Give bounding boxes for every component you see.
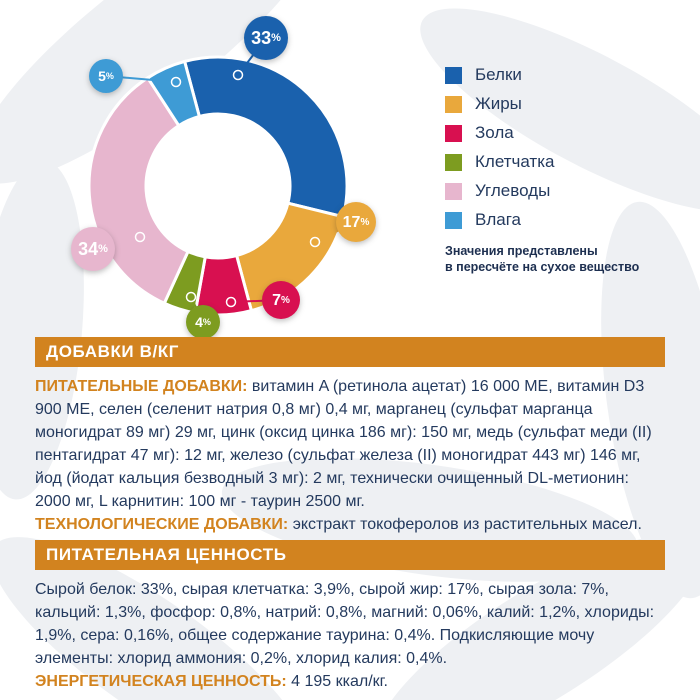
legend-swatch — [445, 66, 462, 84]
nutritional-additives-lead: ПИТАТЕЛЬНЫЕ ДОБАВКИ: — [35, 378, 248, 395]
bg-petal — [0, 0, 328, 184]
nutrition-header: ПИТАТЕЛЬНАЯ ЦЕННОСТЬ — [35, 540, 665, 570]
legend-label: Влага — [475, 210, 521, 229]
technological-additives-lead: ТЕХНОЛОГИЧЕСКИЕ ДОБАВКИ: — [35, 516, 289, 533]
callout-label: 5% — [98, 68, 114, 84]
dry-matter-note: Значения представлены в пересчёте на сух… — [445, 243, 675, 275]
callout-bubble — [89, 59, 123, 93]
callout-bubble — [262, 281, 300, 319]
bg-petal — [0, 160, 84, 500]
energy-paragraph: ЭНЕРГЕТИЧЕСКАЯ ЦЕННОСТЬ: 4 195 ккал/кг. — [35, 670, 665, 693]
callout-label: 33% — [251, 28, 281, 48]
legend-item: Влага — [445, 210, 675, 229]
legend-item: Углеводы — [445, 181, 675, 200]
donut-chart-svg: 33% 17% 7% 4% 34% 5% — [71, 16, 376, 339]
technological-additives-text: экстракт токоферолов из растительных мас… — [288, 516, 642, 533]
additives-header: ДОБАВКИ В/КГ — [35, 337, 665, 367]
callout-dot — [134, 231, 146, 243]
legend-list: Белки Жиры Зола Клетчатка Углеводы Влага — [445, 65, 675, 229]
legend-swatch — [445, 124, 462, 142]
callout-bubble — [336, 202, 376, 242]
bg-petal — [0, 537, 309, 700]
legend-item: Зола — [445, 123, 675, 142]
bg-petal — [376, 534, 700, 700]
callout-dot — [232, 69, 244, 81]
legend-item: Жиры — [445, 94, 675, 113]
legend-label: Углеводы — [475, 181, 551, 200]
dry-matter-note-line1: Значения представлены — [445, 244, 598, 258]
callout-dot — [225, 296, 237, 308]
callout-dot — [170, 76, 182, 88]
analysis-paragraph: Сырой белок: 33%, сырая клетчатка: 3,9%,… — [35, 581, 655, 667]
callout-label: 17% — [343, 214, 370, 231]
legend-label: Жиры — [475, 94, 522, 113]
technological-additives-paragraph: ТЕХНОЛОГИЧЕСКИЕ ДОБАВКИ: экстракт токофе… — [35, 513, 665, 536]
legend-item: Клетчатка — [445, 152, 675, 171]
legend-swatch — [445, 95, 462, 113]
donut-segment-5 — [145, 59, 202, 128]
nutritional-additives-text: витамин A (ретинола ацетат) 16 000 МЕ, в… — [35, 378, 652, 510]
nutrition-section: ПИТАТЕЛЬНАЯ ЦЕННОСТЬ Сырой белок: 33%, с… — [35, 540, 665, 693]
callout-dot — [309, 236, 321, 248]
callout-label: 34% — [78, 239, 108, 259]
callout-dot — [185, 291, 197, 303]
callout-label: 7% — [272, 292, 290, 309]
legend-swatch — [445, 153, 462, 171]
legend-label: Клетчатка — [475, 152, 555, 171]
callout-bubble — [71, 227, 115, 271]
energy-lead: ЭНЕРГЕТИЧЕСКАЯ ЦЕННОСТЬ: — [35, 673, 287, 690]
energy-value: 4 195 ккал/кг. — [286, 673, 388, 690]
donut-segment-0 — [182, 55, 349, 219]
callout-bubble — [186, 305, 220, 339]
bg-petal — [420, 8, 700, 212]
legend-label: Зола — [475, 123, 514, 142]
additives-section: ДОБАВКИ В/КГ ПИТАТЕЛЬНЫЕ ДОБАВКИ: витами… — [35, 337, 665, 536]
callout-label: 4% — [195, 314, 211, 330]
bg-petal — [601, 201, 700, 599]
callout-bubble — [244, 16, 288, 60]
chart-legend: Белки Жиры Зола Клетчатка Углеводы Влага Знач… — [445, 65, 675, 275]
legend-swatch — [445, 182, 462, 200]
legend-item: Белки — [445, 65, 675, 84]
nutritional-additives-paragraph: ПИТАТЕЛЬНЫЕ ДОБАВКИ: витамин A (ретинола… — [35, 375, 665, 513]
legend-swatch — [445, 211, 462, 229]
legend-label: Белки — [475, 65, 522, 84]
dry-matter-note-line2: в пересчёте на сухое вещество — [445, 260, 640, 274]
